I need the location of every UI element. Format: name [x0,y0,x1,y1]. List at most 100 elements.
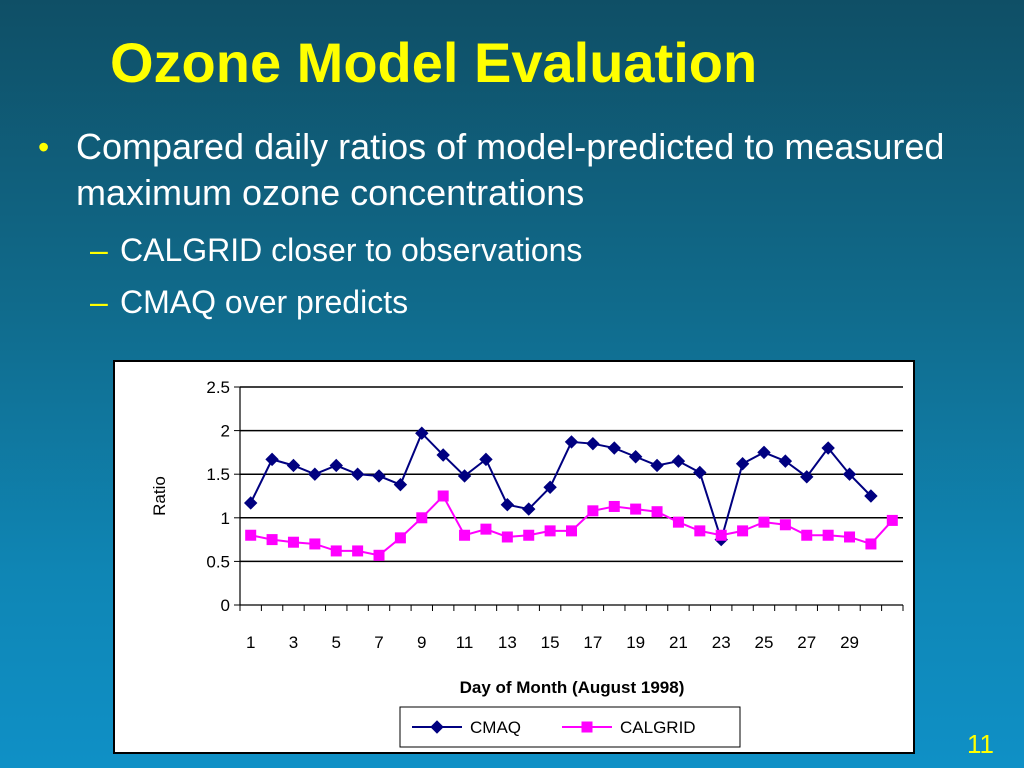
calgrid-point [822,529,834,541]
cmaq-point [265,452,279,467]
x-tick-label: 21 [669,633,688,652]
calgrid-point [651,506,663,518]
dash-icon: – [90,284,108,320]
cmaq-point [650,458,664,473]
cmaq-point [671,454,686,468]
calgrid-point [608,500,620,512]
calgrid-point [352,545,364,557]
calgrid-point [779,519,791,531]
subbullet-2-text: CMAQ over predicts [120,284,409,320]
calgrid-point [715,529,727,541]
calgrid-point [886,514,898,526]
x-tick-label: 17 [583,633,602,652]
cmaq-legend-marker [430,720,444,734]
x-tick-label: 9 [417,633,426,652]
calgrid-legend-marker [581,721,593,733]
cmaq-point [757,445,771,460]
cmaq-point [821,441,835,455]
y-tick-label: 2.5 [206,378,230,397]
cmaq-point [800,470,814,484]
slide-title: Ozone Model Evaluation [110,31,758,94]
y-tick-label: 1 [221,509,230,528]
calgrid-point [694,525,706,537]
cmaq-point [415,426,429,440]
page-number: 11 [967,729,994,759]
x-tick-label: 25 [755,633,774,652]
cmaq-point [393,477,408,492]
y-tick-label: 0 [221,596,230,615]
cmaq-point [628,450,643,464]
x-tick-label: 7 [374,633,383,652]
chart-container: 0 0.5 1 1.5 2 2.5 1 3 5 7 9 11 13 15 17 19 21 23 25 27 29 Rat… [113,360,915,754]
subbullet-1: – CALGRID closer to observations [30,226,990,274]
calgrid-point [523,529,535,541]
bullet-main-text: Compared daily ratios of model-predicted… [76,126,945,213]
bullet-list: • Compared daily ratios of model-predict… [30,124,990,326]
x-tick-label: 23 [712,633,731,652]
cmaq-point [735,457,750,471]
cmaq-point [543,480,557,494]
y-tick-label: 1.5 [206,465,230,484]
dash-icon: – [90,232,108,268]
calgrid-point [309,538,321,550]
x-tick-label: 13 [498,633,517,652]
calgrid-point [587,505,599,517]
calgrid-point [394,532,406,544]
cmaq-point [778,454,793,468]
cmaq-point [607,441,621,455]
x-tick-label: 1 [246,633,255,652]
calgrid-point [373,549,385,561]
y-tick-label: 2 [221,422,230,441]
calgrid-point [287,536,299,548]
cmaq-point [329,458,343,473]
y-tick-label: 0.5 [206,552,230,571]
calgrid-point [437,490,449,502]
calgrid-point [630,503,642,515]
calgrid-point [865,538,877,550]
cmaq-point [500,498,515,512]
cmaq-point [243,496,258,510]
x-tick-label: 19 [626,633,645,652]
bullet-dot-icon: • [38,129,50,165]
calgrid-point [672,516,684,528]
calgrid-legend-label: CALGRID [620,718,696,737]
x-tick-label: 29 [840,633,859,652]
cmaq-point [522,502,536,516]
subbullet-2: – CMAQ over predicts [30,278,990,326]
calgrid-point [416,512,428,524]
x-axis-label: Day of Month (August 1998) [460,678,685,697]
cmaq-point [693,465,707,480]
calgrid-point [459,529,471,541]
x-tick-label: 15 [541,633,560,652]
x-tick-label: 5 [332,633,341,652]
cmaq-point [372,469,386,483]
subbullet-1-text: CALGRID closer to observations [120,232,583,268]
calgrid-point [245,529,257,541]
cmaq-point [286,458,301,473]
calgrid-point [801,529,813,541]
calgrid-point [501,531,513,543]
calgrid-point [758,516,770,528]
cmaq-point [842,467,857,481]
calgrid-point [480,523,492,535]
y-axis-label: Ratio [150,476,169,516]
calgrid-point [266,534,278,546]
cmaq-point [350,467,365,481]
calgrid-point [737,525,749,537]
cmaq-point [564,435,579,449]
bullet-main: • Compared daily ratios of model-predict… [30,124,990,216]
calgrid-point [330,545,342,557]
cmaq-point [586,436,600,451]
x-tick-label: 3 [289,633,298,652]
cmaq-point [864,489,878,503]
ratio-chart: 00.511.522.51 3 5 7 9 11 13 15 17 19 21 23 25 27 29Rat… [150,378,904,748]
cmaq-point [436,448,450,462]
calgrid-point [844,531,856,543]
x-tick-label: 27 [797,633,816,652]
cmaq-point [457,469,472,483]
cmaq-point [479,452,493,467]
cmaq-legend-label: CMAQ [470,718,521,737]
cmaq-point [308,467,322,481]
calgrid-point [566,525,577,537]
x-tick-label: 11 [456,633,474,652]
